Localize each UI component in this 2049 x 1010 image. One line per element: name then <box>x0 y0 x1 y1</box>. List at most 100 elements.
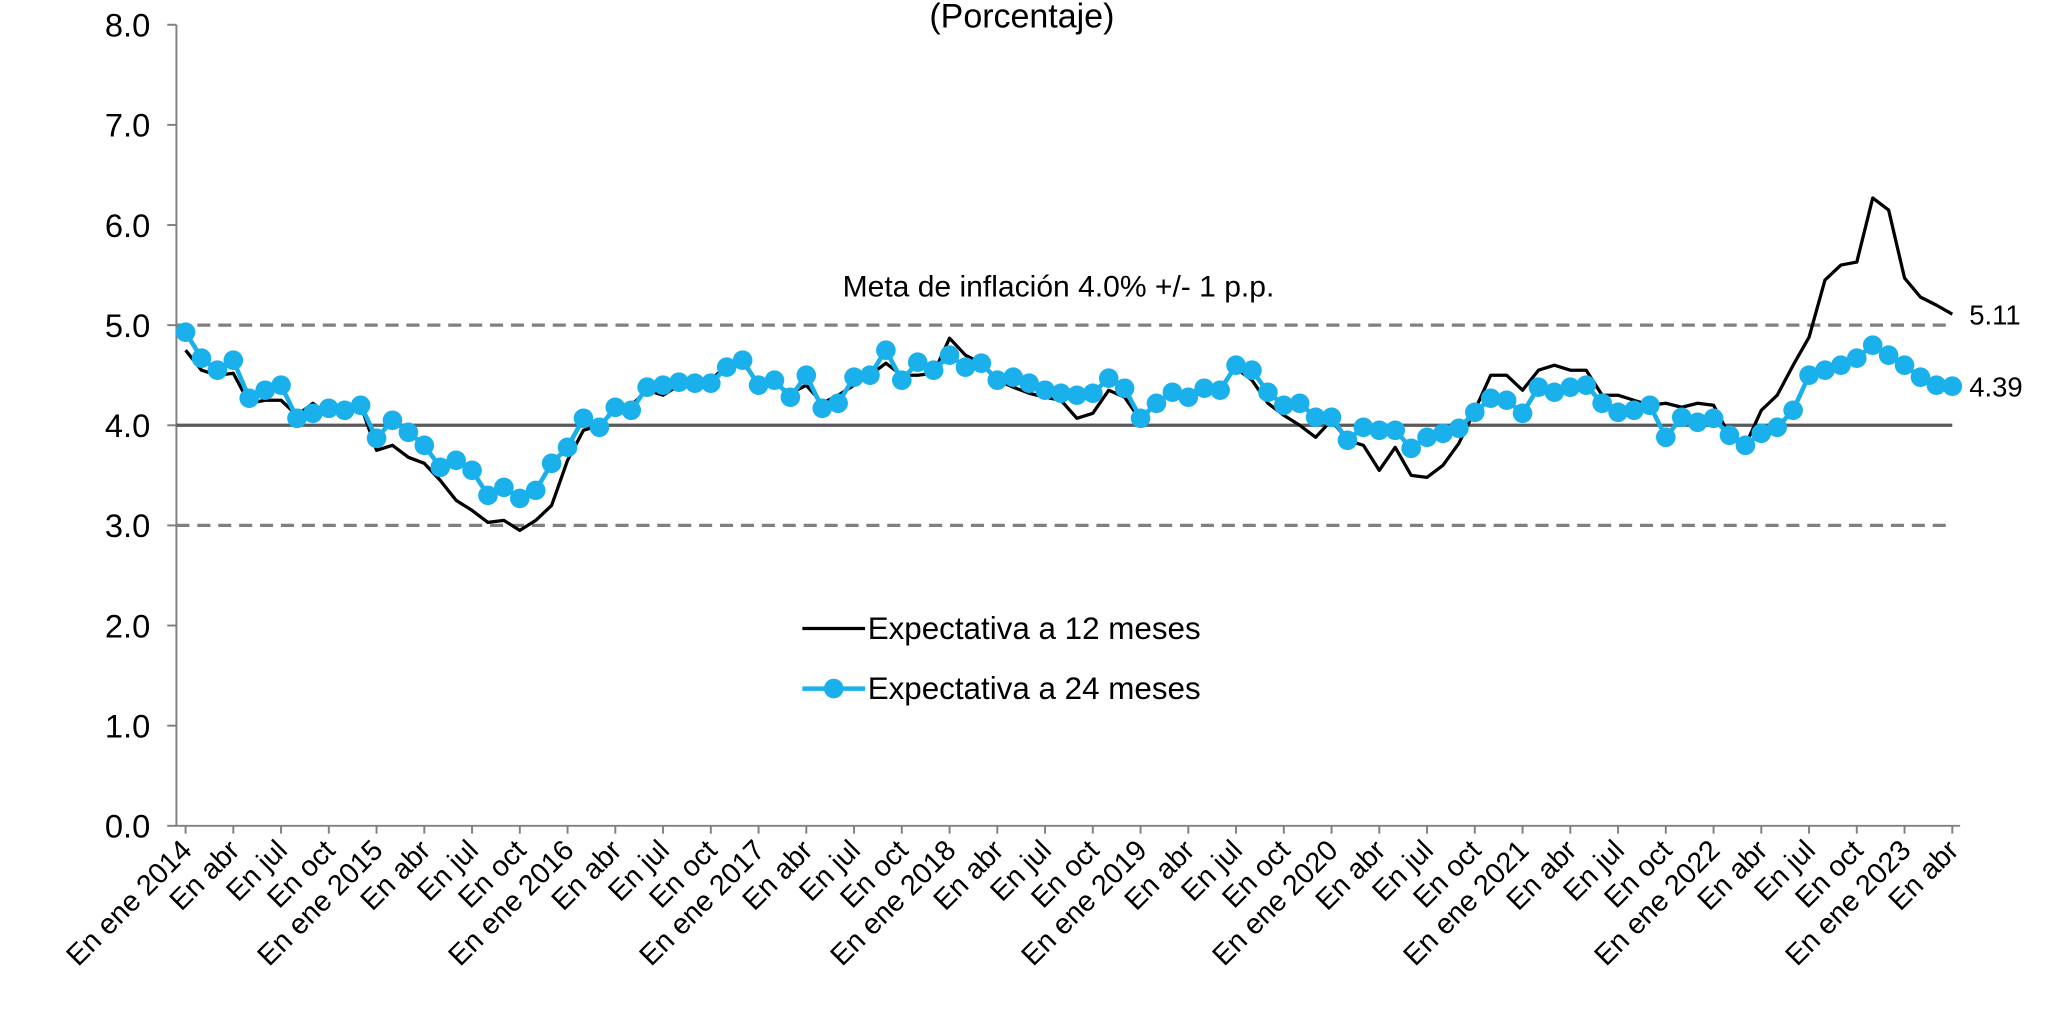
series-marker <box>494 477 514 498</box>
legend-label: Expectativa a 24 meses <box>868 671 1201 706</box>
series-marker <box>796 365 817 386</box>
series-marker <box>1130 408 1151 429</box>
series-marker <box>764 370 785 391</box>
series-marker <box>907 352 928 373</box>
series-marker <box>1496 390 1517 411</box>
series-line <box>184 196 1954 533</box>
series-marker <box>1862 335 1883 355</box>
legend-label: Expectativa a 12 meses <box>868 611 1201 646</box>
series-marker <box>1512 403 1533 424</box>
series-marker <box>653 375 673 396</box>
series-marker <box>939 345 960 365</box>
series-marker <box>239 388 260 409</box>
y-tick-label: 1.0 <box>105 707 150 744</box>
series-marker <box>1162 382 1183 403</box>
series-marker <box>1783 400 1803 421</box>
series-marker <box>876 340 896 360</box>
series-marker <box>1671 407 1692 428</box>
series-marker <box>1592 393 1612 414</box>
series-marker <box>1640 395 1660 416</box>
series-marker <box>430 457 451 478</box>
series-marker <box>223 350 244 371</box>
series-marker <box>1831 355 1851 376</box>
series-marker <box>1305 407 1326 428</box>
series-marker <box>1242 360 1262 381</box>
y-tick-label: 5.0 <box>105 307 150 344</box>
series-marker <box>844 367 864 388</box>
y-tick-label: 7.0 <box>105 107 150 144</box>
series-marker <box>1321 407 1342 428</box>
series-marker <box>1337 430 1358 451</box>
series-marker <box>1878 345 1899 365</box>
series-marker <box>1465 402 1485 423</box>
series-marker <box>1703 408 1724 429</box>
series-marker <box>541 453 562 474</box>
series-marker <box>1846 348 1867 369</box>
series-marker <box>669 372 689 393</box>
series-marker <box>716 357 737 378</box>
series-marker <box>589 417 610 438</box>
series-marker <box>1003 367 1024 388</box>
series-marker <box>191 348 212 369</box>
series-marker <box>287 408 307 429</box>
series-marker <box>1433 423 1453 444</box>
series-marker <box>1051 383 1071 404</box>
y-tick-label: 2.0 <box>105 607 150 644</box>
series-marker <box>271 375 291 396</box>
series-marker <box>414 435 435 456</box>
series-marker <box>1019 373 1039 394</box>
series-marker <box>510 488 530 509</box>
series-marker <box>1815 360 1835 381</box>
end-value-label: 5.11 <box>1969 300 2020 331</box>
series-marker <box>1226 355 1246 376</box>
y-tick-label: 4.0 <box>105 407 150 444</box>
series-marker <box>1528 377 1549 398</box>
series-marker <box>1178 387 1199 408</box>
series-marker <box>175 322 196 342</box>
series-marker <box>1114 378 1135 399</box>
series-marker <box>1624 400 1644 421</box>
legend-marker <box>823 678 844 699</box>
series-marker <box>1608 402 1628 423</box>
series-marker <box>637 377 657 398</box>
series-marker <box>1083 383 1103 404</box>
series-marker <box>1480 388 1501 409</box>
series-marker <box>605 397 626 418</box>
series-marker <box>255 380 275 401</box>
series-marker <box>1353 417 1374 438</box>
series-marker <box>860 365 880 386</box>
chart-title: (Porcentaje) <box>929 0 1114 35</box>
series-marker <box>1449 418 1469 439</box>
series-marker <box>828 393 848 414</box>
series-marker <box>1146 393 1167 414</box>
y-tick-label: 3.0 <box>105 507 150 544</box>
series-marker <box>1067 385 1087 406</box>
series-marker <box>1576 375 1597 396</box>
series-marker <box>685 373 705 394</box>
series-marker <box>382 410 403 431</box>
series-marker <box>1401 438 1421 459</box>
series-marker <box>987 370 1008 391</box>
series-marker <box>923 360 944 381</box>
series-marker <box>1799 365 1819 386</box>
y-tick-label: 6.0 <box>105 207 150 244</box>
series-marker <box>1735 435 1756 456</box>
series-marker <box>1035 380 1055 401</box>
series-marker <box>701 373 721 394</box>
series-marker <box>398 422 419 443</box>
end-value-label: 4.39 <box>1969 372 2022 403</box>
series-marker <box>812 398 833 419</box>
series-marker <box>971 353 992 374</box>
series-marker <box>1544 382 1565 403</box>
series-marker <box>621 400 642 421</box>
series-marker <box>303 403 323 424</box>
series-marker <box>1560 377 1581 398</box>
series-marker <box>1289 393 1310 414</box>
series-marker <box>446 450 466 471</box>
series-marker <box>207 360 228 381</box>
series-marker <box>350 395 371 416</box>
series-marker <box>1258 382 1278 403</box>
series-marker <box>780 387 801 408</box>
series-marker <box>525 480 546 501</box>
